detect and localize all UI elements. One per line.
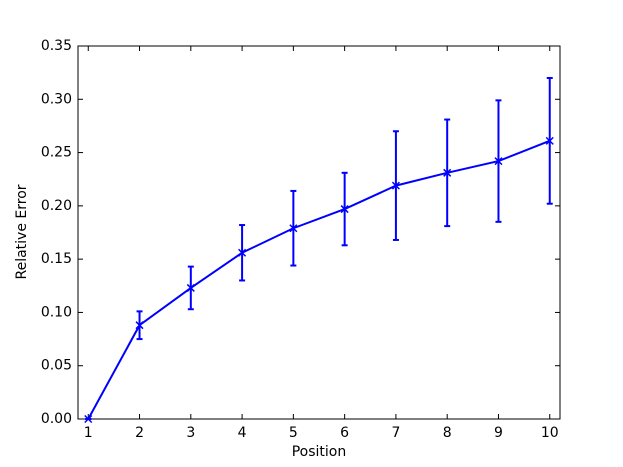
- x-tick-label: 2: [135, 425, 144, 441]
- marker: [84, 414, 93, 424]
- y-tick-label: 0.30: [41, 91, 72, 107]
- y-tick-label: 0.10: [41, 304, 72, 320]
- marker: [494, 157, 503, 166]
- x-tick-label: 3: [186, 425, 195, 441]
- y-tick-label: 0.00: [41, 411, 72, 427]
- data-line: [87, 139, 551, 420]
- x-tick-label: 10: [541, 425, 559, 441]
- marker: [186, 283, 195, 292]
- y-tick-label: 0.20: [41, 198, 72, 214]
- marker: [443, 168, 452, 177]
- x-axis-label: Position: [292, 444, 347, 460]
- marker: [289, 224, 298, 233]
- marker: [238, 248, 247, 257]
- marker: [391, 181, 400, 190]
- plot-frame: [77, 45, 561, 420]
- y-tick-label: 0.25: [41, 145, 72, 161]
- x-tick-label: 9: [494, 425, 503, 441]
- marker: [135, 321, 144, 330]
- x-tick-label: 1: [84, 425, 93, 441]
- y-tick-label: 0.05: [41, 358, 72, 374]
- marker: [340, 205, 349, 214]
- x-tick-label: 7: [391, 425, 400, 441]
- x-tick-label: 6: [340, 425, 349, 441]
- y-tick-label: 0.35: [41, 38, 72, 54]
- marker: [545, 136, 554, 145]
- x-tick-label: 5: [289, 425, 298, 441]
- x-tick-label: 8: [443, 425, 452, 441]
- y-tick-label: 0.15: [41, 251, 72, 267]
- y-axis-label: Relative Error: [14, 184, 30, 279]
- x-tick-label: 4: [238, 425, 247, 441]
